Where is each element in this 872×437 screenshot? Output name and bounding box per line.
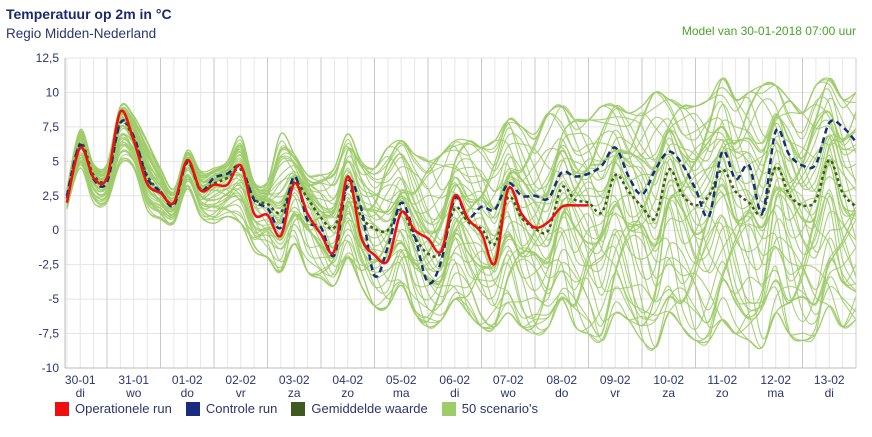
x-tick-date: 02-02: [225, 373, 256, 387]
x-tick-day: za: [288, 386, 301, 400]
y-tick-label: -5: [48, 292, 59, 306]
scenario-line: [66, 142, 856, 342]
scenario-line: [66, 141, 856, 351]
legend-label: 50 scenario's: [461, 401, 538, 416]
x-tick-date: 11-02: [707, 373, 737, 387]
y-tick-label: 5: [52, 154, 59, 168]
scenario-line: [66, 91, 856, 241]
x-tick-day: ma: [393, 386, 410, 400]
x-tick-day: wo: [125, 386, 142, 400]
legend-label: Controle run: [205, 401, 278, 416]
x-tick-day: ma: [767, 386, 784, 400]
region-subtitle: Regio Midden-Nederland: [6, 26, 157, 41]
operational-run-line: [65, 109, 589, 266]
scenario-line: [66, 77, 856, 221]
scenario-lines: [66, 77, 856, 351]
legend-label: Gemiddelde waarde: [311, 401, 428, 416]
x-tick-date: 05-02: [386, 373, 417, 387]
x-tick-date: 31-01: [118, 373, 149, 387]
legend-item-control[interactable]: Controle run: [185, 401, 278, 416]
x-tick-date: 03-02: [279, 373, 310, 387]
scenario-line: [66, 134, 856, 319]
x-tick-day: di: [450, 386, 459, 400]
x-tick-date: 04-02: [332, 373, 363, 387]
x-tick-date: 06-02: [439, 373, 470, 387]
x-tick-day: wo: [500, 386, 517, 400]
y-tick-label: 7,5: [42, 120, 59, 134]
x-tick-day: vr: [610, 386, 620, 400]
legend-item-scenarios[interactable]: 50 scenario's: [441, 401, 538, 416]
x-tick-day: do: [181, 386, 195, 400]
x-tick-day: vr: [236, 386, 246, 400]
x-tick-date: 07-02: [493, 373, 524, 387]
model-run-info: Model van 30-01-2018 07:00 uur: [681, 24, 856, 38]
legend-label: Operationele run: [75, 401, 172, 416]
legend-swatch-darkgreen: [291, 401, 306, 416]
axes: 12,5107,552,50-2,5-5-7,5-1030-01di31-01w…: [36, 51, 857, 400]
x-tick-day: di: [76, 386, 85, 400]
x-tick-day: zo: [341, 386, 354, 400]
legend-swatch-red: [55, 401, 69, 416]
x-tick-date: 10-02: [653, 373, 684, 387]
x-tick-day: do: [555, 386, 569, 400]
legend-item-mean[interactable]: Gemiddelde waarde: [291, 401, 428, 416]
y-tick-label: -10: [42, 361, 60, 375]
main-series: [65, 109, 856, 285]
x-tick-day: di: [825, 386, 834, 400]
x-tick-day: za: [662, 386, 675, 400]
y-tick-label: -7,5: [38, 327, 59, 341]
x-tick-date: 12-02: [760, 373, 791, 387]
chart-title: Temperatuur op 2m in °C: [6, 6, 172, 22]
y-tick-label: 10: [46, 85, 60, 99]
x-tick-date: 30-01: [65, 373, 96, 387]
x-tick-date: 08-02: [546, 373, 577, 387]
scenario-line: [66, 125, 856, 311]
legend: Operationele run Controle run Gemiddelde…: [55, 401, 538, 416]
y-tick-label: 0: [52, 223, 59, 237]
scenario-line: [66, 77, 856, 214]
scenario-line: [66, 81, 856, 241]
x-tick-day: zo: [716, 386, 729, 400]
legend-item-operational[interactable]: Operationele run: [55, 401, 172, 416]
y-tick-label: -2,5: [38, 258, 59, 272]
x-tick-date: 13-02: [814, 373, 845, 387]
legend-swatch-lightgreen: [441, 401, 456, 416]
y-tick-label: 12,5: [36, 51, 60, 65]
scenario-line: [66, 133, 856, 335]
scenario-line: [66, 87, 856, 211]
y-tick-label: 2,5: [42, 189, 59, 203]
legend-swatch-navy: [185, 401, 200, 416]
x-tick-date: 09-02: [600, 373, 631, 387]
x-tick-date: 01-02: [172, 373, 203, 387]
